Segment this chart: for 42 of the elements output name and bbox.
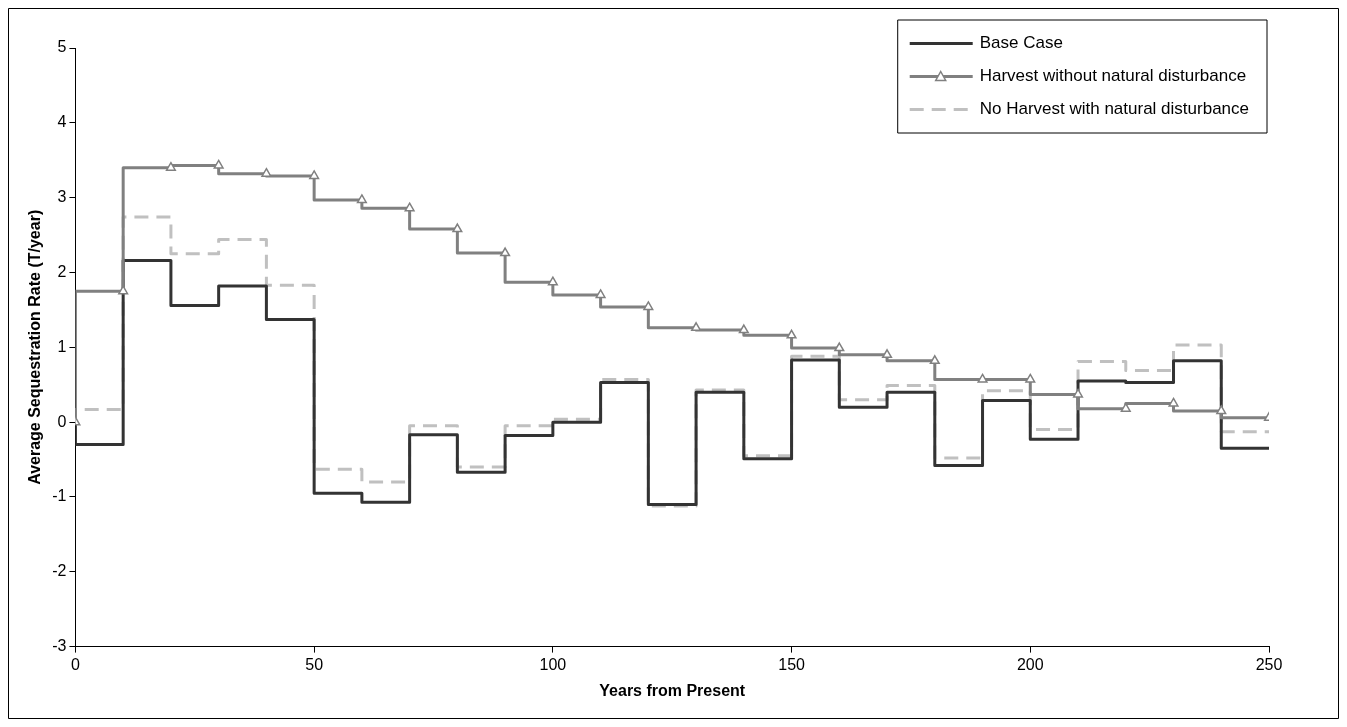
point	[595, 289, 606, 299]
point	[404, 202, 415, 212]
y-tick-label: 2	[57, 262, 67, 280]
point	[834, 342, 845, 352]
y-tick-label: -3	[52, 637, 67, 655]
y-tick-label: -2	[52, 562, 67, 580]
legend-label: No Harvest with natural disturbance	[979, 99, 1249, 119]
y-tick-label: 4	[57, 113, 67, 131]
y-tick-label: 1	[57, 337, 67, 355]
y-tick-label: 3	[57, 188, 67, 206]
y-tick-label: -1	[52, 487, 67, 505]
point	[356, 194, 367, 204]
point	[309, 170, 320, 180]
x-tick-label: 0	[70, 655, 80, 673]
x-tick-label: 250	[1255, 655, 1283, 673]
point	[261, 167, 272, 177]
x-axis-title: Years from Present	[599, 681, 746, 699]
point	[977, 373, 988, 383]
point	[1216, 405, 1227, 415]
point	[165, 161, 176, 171]
point	[1072, 388, 1084, 398]
point	[881, 349, 893, 359]
legend-label: Base Case	[979, 33, 1063, 53]
point	[786, 329, 797, 339]
point	[1168, 397, 1179, 407]
x-tick-label: 50	[305, 655, 324, 673]
point	[691, 322, 702, 332]
point	[929, 355, 940, 365]
x-tick-label: 100	[539, 655, 567, 673]
point	[500, 247, 511, 257]
point	[547, 276, 558, 286]
point	[1025, 373, 1036, 383]
point	[213, 159, 224, 169]
point	[643, 301, 654, 311]
y-tick-label: 5	[57, 38, 67, 56]
x-tick-label: 150	[778, 655, 806, 673]
y-tick-label: 0	[57, 412, 67, 430]
y-axis-title: Average Sequestration Rate (T/year)	[26, 209, 44, 485]
point	[452, 223, 463, 233]
legend-label: Harvest without natural disturbance	[979, 66, 1247, 86]
point	[738, 324, 749, 334]
x-tick-label: 200	[1016, 655, 1044, 673]
